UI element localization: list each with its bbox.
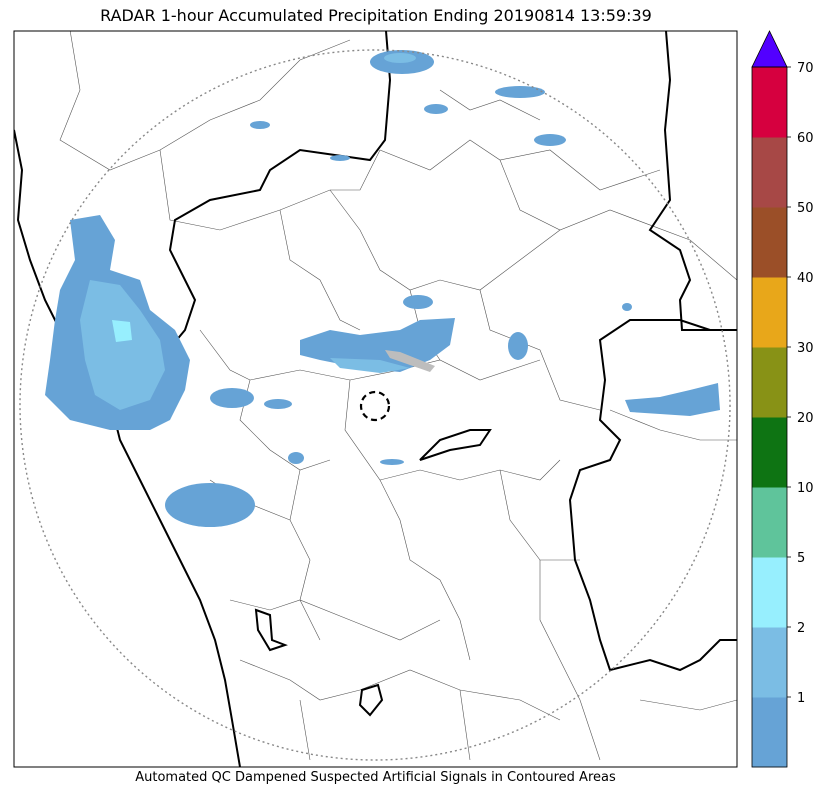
state-boundaries [14,31,737,767]
rain-cell-west-coast-heavy [112,320,132,342]
colorbar-segment [752,417,787,488]
rain-cell-central-north [403,295,433,309]
rain-cell-northeast-1 [495,86,545,98]
colorbar-segment [752,67,787,138]
colorbar-tick-label: 20 [797,411,814,426]
precipitation-cells [45,50,720,527]
rain-cell-south-small [380,459,404,465]
colorbar-segment [752,627,787,698]
map-title: RADAR 1-hour Accumulated Precipitation E… [100,6,652,25]
colorbar-segments [752,67,787,768]
rain-cell-west-coast-mid [80,280,165,410]
rain-cell-north-3 [330,155,350,161]
colorbar-tick-label: 5 [797,551,805,566]
rain-cell-southwest-small [288,452,304,464]
rain-cell-west-small [210,388,254,408]
colorbar-segment [752,137,787,208]
rain-cell-northeast-2 [534,134,566,146]
map-footer-note: Automated QC Dampened Suspected Artifici… [135,770,616,785]
colorbar-segment [752,487,787,558]
rain-cell-north-heavy [384,53,416,63]
rain-cell-northwest [250,121,270,129]
rain-cell-east-small [508,332,528,360]
rain-cell-southwest [165,483,255,527]
colorbar-ticks: 1 2 5 10 20 30 40 50 60 70 [787,61,814,706]
district-boundaries [59,31,737,761]
colorbar-tick-label: 2 [797,621,805,636]
colorbar-tick-label: 1 [797,691,805,706]
rain-cell-west-small-2 [264,399,292,409]
colorbar-tick-label: 50 [797,201,814,216]
radar-range-ring [19,49,731,761]
colorbar-tick-label: 10 [797,481,814,496]
rain-cell-north-2 [424,104,448,114]
map-frame [13,30,738,768]
colorbar-segment [752,557,787,628]
rain-cell-east [625,383,720,416]
colorbar-tick-label: 40 [797,271,814,286]
colorbar-segment [752,347,787,418]
colorbar-extend-arrow [751,30,788,68]
rain-cell-east-tiny [622,303,632,311]
suppressed-artifact [385,350,435,372]
colorbar-segment [752,697,787,768]
colorbar-frame [751,66,788,768]
colorbar-tick-label: 60 [797,131,814,146]
radar-site-marker [359,390,391,422]
colorbar-tick-label: 70 [797,61,814,76]
colorbar-tick-label: 30 [797,341,814,356]
colorbar-segment [752,277,787,348]
rain-cell-central-band-mid [330,358,410,373]
colorbar-segment [752,207,787,278]
